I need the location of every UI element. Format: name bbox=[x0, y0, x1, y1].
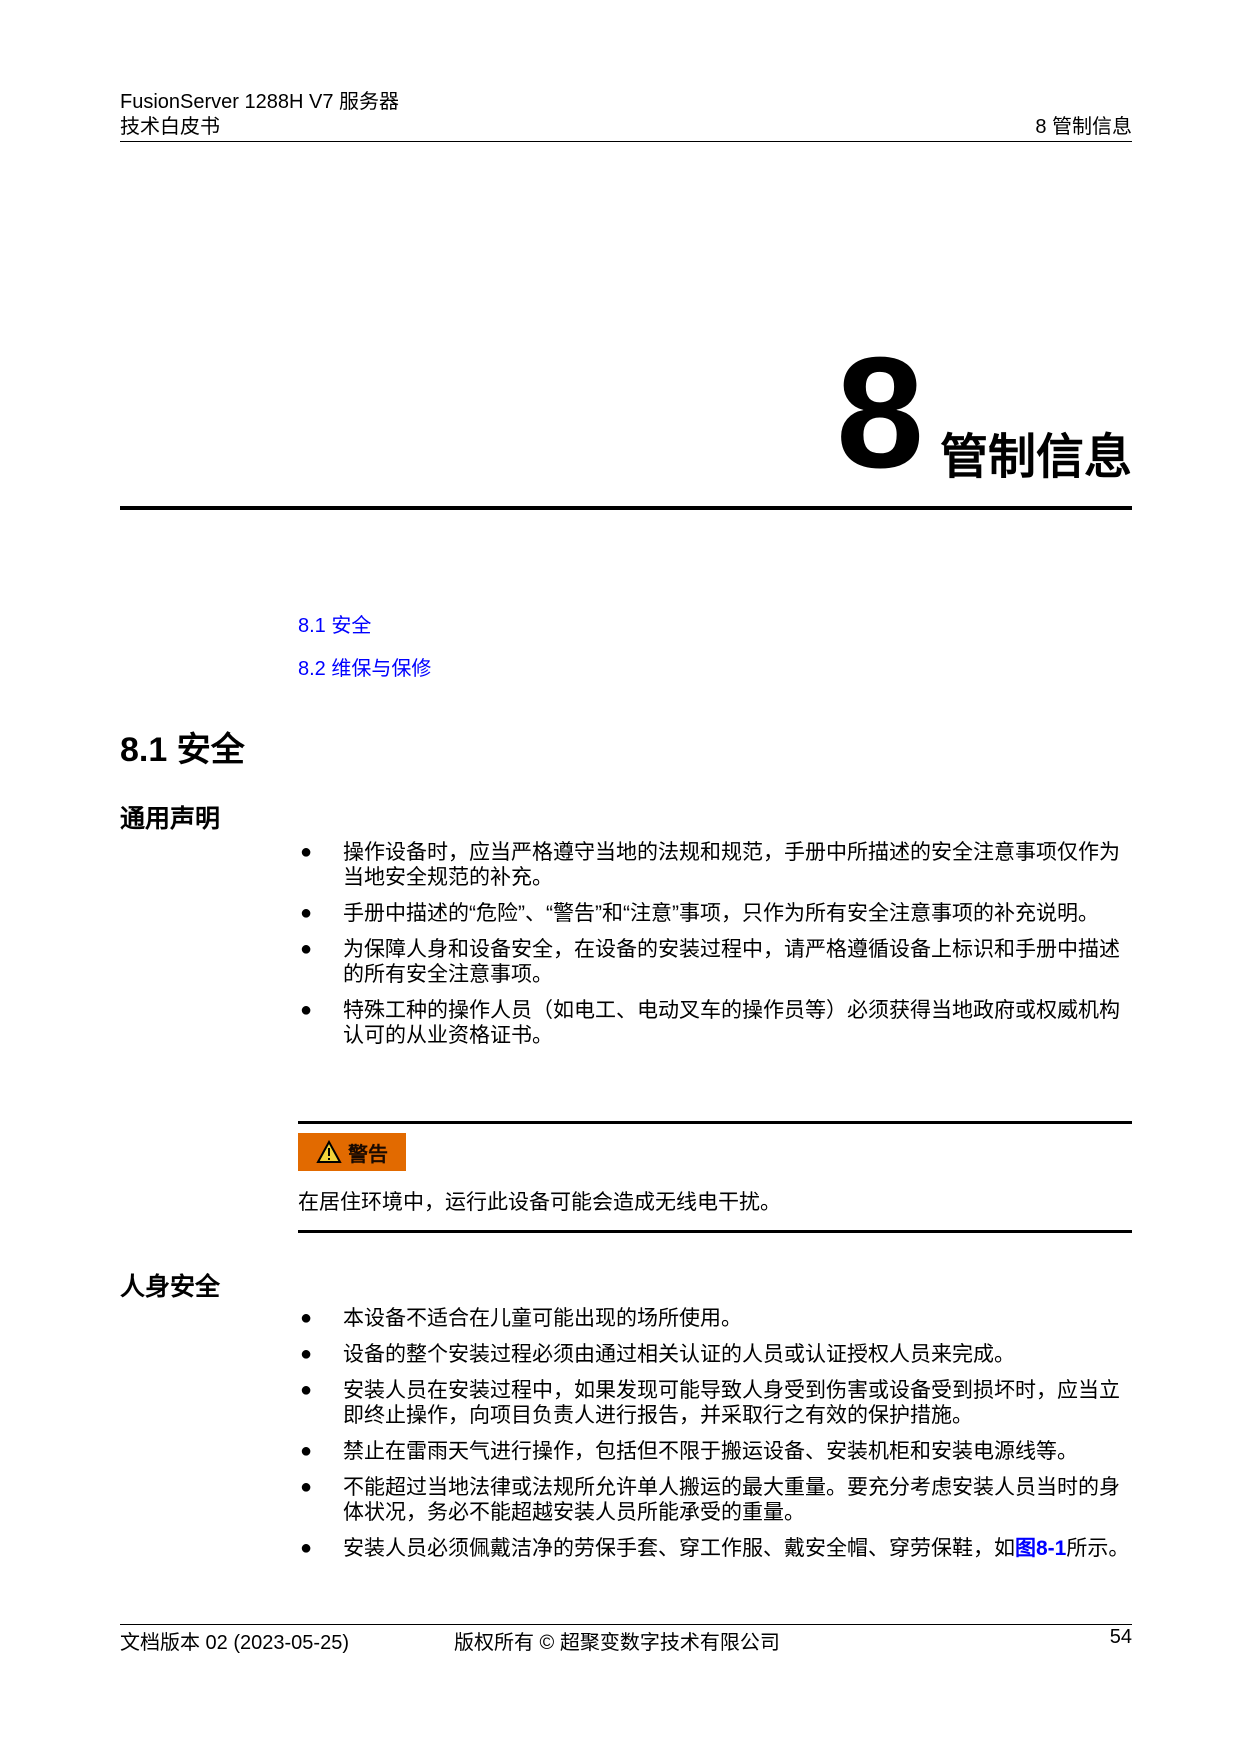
list-item: ● 本设备不适合在儿童可能出现的场所使用。 bbox=[298, 1306, 1132, 1331]
chapter-heading: 8 管制信息 bbox=[836, 325, 1132, 501]
personal-title: 人身安全 bbox=[120, 1273, 221, 1301]
list-item-text: 安装人员在安装过程中，如果发现可能导致人身受到伤害或设备受到损坏时，应当立即终止… bbox=[343, 1379, 1120, 1427]
header-chapter: 8 管制信息 bbox=[1035, 116, 1132, 138]
toc-link-8-2[interactable]: 8.2 维保与保修 bbox=[298, 652, 431, 681]
header-rule bbox=[120, 141, 1132, 142]
footer-copyright: 版权所有 © 超聚变数字技术有限公司 bbox=[454, 1632, 780, 1654]
bullet-icon: ● bbox=[300, 1307, 313, 1329]
bullet-icon: ● bbox=[300, 938, 313, 960]
figure-8-1-link[interactable]: 图8-1 bbox=[1015, 1537, 1067, 1560]
warning-badge: 警告 bbox=[298, 1133, 406, 1171]
list-item-text: 不能超过当地法律或法规所允许单人搬运的最大重量。要充分考虑安装人员当时的身体状况… bbox=[343, 1476, 1120, 1524]
list-item-text: 特殊工种的操作人员（如电工、电动叉车的操作员等）必须获得当地政府或权威机构认可的… bbox=[343, 999, 1120, 1047]
bullet-icon: ● bbox=[300, 1537, 313, 1559]
list-item-text-end: 所示。 bbox=[1066, 1537, 1130, 1560]
warning-bottom-rule bbox=[298, 1230, 1132, 1233]
list-item-text: 本设备不适合在儿童可能出现的场所使用。 bbox=[343, 1307, 742, 1330]
list-item-text: 安装人员必须佩戴洁净的劳保手套、穿工作服、戴安全帽、穿劳保鞋，如 bbox=[343, 1537, 1015, 1560]
list-item-text: 手册中描述的“危险”、“警告”和“注意”事项，只作为所有安全注意事项的补充说明。 bbox=[343, 902, 1099, 925]
list-item: ● 特殊工种的操作人员（如电工、电动叉车的操作员等）必须获得当地政府或权威机构认可… bbox=[298, 998, 1132, 1048]
section-title: 8.1 安全 bbox=[120, 731, 245, 769]
list-item-text: 禁止在雷雨天气进行操作，包括但不限于搬运设备、安装机柜和安装电源线等。 bbox=[343, 1440, 1078, 1463]
bullet-icon: ● bbox=[300, 1476, 313, 1498]
chapter-rule bbox=[120, 506, 1132, 510]
warning-triangle-icon bbox=[316, 1140, 342, 1163]
bullet-icon: ● bbox=[300, 1343, 313, 1365]
bullet-icon: ● bbox=[300, 1379, 313, 1401]
page-number: 54 bbox=[1109, 1626, 1132, 1648]
general-title: 通用声明 bbox=[120, 805, 221, 833]
list-item-text: 设备的整个安装过程必须由通过相关认证的人员或认证授权人员来完成。 bbox=[343, 1343, 1015, 1366]
warning-text: 在居住环境中，运行此设备可能会造成无线电干扰。 bbox=[298, 1191, 781, 1214]
footer-version: 文档版本 02 (2023-05-25) bbox=[120, 1632, 349, 1654]
header-product: FusionServer 1288H V7 服务器 bbox=[120, 91, 400, 113]
list-item: ● 设备的整个安装过程必须由通过相关认证的人员或认证授权人员来完成。 bbox=[298, 1342, 1132, 1367]
warning-label: 警告 bbox=[348, 1143, 388, 1166]
chapter-number: 8 bbox=[836, 325, 924, 501]
list-item: ● 操作设备时，应当严格遵守当地的法规和规范，手册中所描述的安全注意事项仅作为当地… bbox=[298, 840, 1132, 890]
list-item-text: 操作设备时，应当严格遵守当地的法规和规范，手册中所描述的安全注意事项仅作为当地安… bbox=[343, 841, 1120, 889]
general-list: ● 操作设备时，应当严格遵守当地的法规和规范，手册中所描述的安全注意事项仅作为当地… bbox=[298, 840, 1132, 1059]
list-item: ● 安装人员在安装过程中，如果发现可能导致人身受到伤害或设备受到损坏时，应当立即终… bbox=[298, 1378, 1132, 1428]
bullet-icon: ● bbox=[300, 1440, 313, 1462]
header-doc-type: 技术白皮书 bbox=[120, 116, 220, 138]
bullet-icon: ● bbox=[300, 841, 313, 863]
bullet-icon: ● bbox=[300, 999, 313, 1021]
list-item-text: 为保障人身和设备安全，在设备的安装过程中，请严格遵循设备上标识和手册中描述的所有… bbox=[343, 938, 1120, 986]
list-item: ● 手册中描述的“危险”、“警告”和“注意”事项，只作为所有安全注意事项的补充说明… bbox=[298, 901, 1132, 926]
toc-link-8-1-text[interactable]: 8.1 安全 bbox=[298, 615, 372, 637]
toc-link-8-1[interactable]: 8.1 安全 bbox=[298, 609, 371, 638]
list-item: ● 安装人员必须佩戴洁净的劳保手套、穿工作服、戴安全帽、穿劳保鞋，如图8-1所示。 bbox=[298, 1536, 1132, 1561]
warning-top-rule bbox=[298, 1121, 1132, 1124]
bullet-icon: ● bbox=[300, 902, 313, 924]
list-item: ● 禁止在雷雨天气进行操作，包括但不限于搬运设备、安装机柜和安装电源线等。 bbox=[298, 1439, 1132, 1464]
footer-rule bbox=[120, 1624, 1132, 1625]
personal-list: ● 本设备不适合在儿童可能出现的场所使用。 ● 设备的整个安装过程必须由通过相关认证… bbox=[298, 1306, 1132, 1572]
list-item: ● 不能超过当地法律或法规所允许单人搬运的最大重量。要充分考虑安装人员当时的身体状… bbox=[298, 1475, 1132, 1525]
list-item: ● 为保障人身和设备安全，在设备的安装过程中，请严格遵循设备上标识和手册中描述的所… bbox=[298, 937, 1132, 987]
toc-link-8-2-text[interactable]: 8.2 维保与保修 bbox=[298, 658, 432, 680]
chapter-title: 管制信息 bbox=[939, 431, 1132, 484]
